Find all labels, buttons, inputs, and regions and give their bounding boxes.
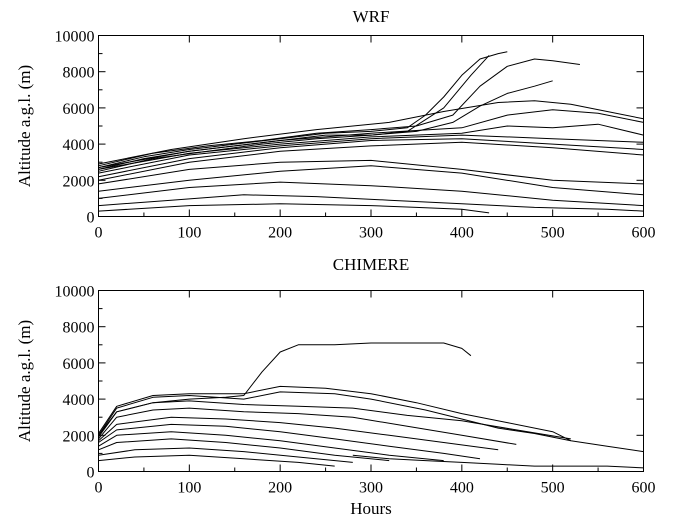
wrf-x-tick-label: 100 <box>177 225 201 242</box>
wrf-trajectory-11 <box>98 159 644 185</box>
wrf-traces <box>98 51 644 214</box>
wrf-x-tick-label: 500 <box>541 225 565 242</box>
wrf-y-tick-label: 10000 <box>55 29 95 46</box>
wrf-panel-title: WRF <box>353 7 390 26</box>
chimere-trajectory-9 <box>98 438 390 462</box>
wrf-trajectory-13 <box>98 181 644 207</box>
chimere-trajectory-3 <box>98 391 644 453</box>
wrf-y-tick-label: 0 <box>87 210 95 227</box>
chimere-trajectory-7 <box>98 423 481 460</box>
wrf-trajectory-1 <box>98 51 508 169</box>
chimere-trajectory-6 <box>98 416 499 451</box>
chimere-x-tick-label: 300 <box>359 480 383 497</box>
chimere-y-axis-label: Altitude a.g.l. (m) <box>15 320 34 442</box>
wrf-y-tick-label: 8000 <box>63 65 95 82</box>
wrf-y-tick-label: 6000 <box>63 101 95 118</box>
wrf-y-tick-label: 2000 <box>63 173 95 190</box>
chimere-x-tick-label: 400 <box>450 480 474 497</box>
chimere-trajectory-2 <box>98 385 572 442</box>
chimere-trajectory-4 <box>98 400 571 440</box>
wrf-x-tick-label: 400 <box>450 225 474 242</box>
chimere-panel-title: CHIMERE <box>333 255 410 274</box>
chimere-y-tick-label: 2000 <box>63 428 95 445</box>
chimere-plot-frame <box>98 290 644 472</box>
chimere-y-tick-label: 10000 <box>55 284 95 301</box>
wrf-trajectory-7 <box>98 123 644 170</box>
chimere-x-tick-label: 600 <box>632 480 656 497</box>
chimere-trajectory-1 <box>98 342 472 436</box>
chimere-traces <box>98 342 644 469</box>
wrf-x-tick-label: 300 <box>359 225 383 242</box>
wrf-trajectory-8 <box>98 134 644 174</box>
chimere-y-tick-label: 8000 <box>63 320 95 337</box>
wrf-trajectory-14 <box>98 194 644 212</box>
wrf-y-axis-label: Altitude a.g.l. (m) <box>15 65 34 187</box>
wrf-trajectory-9 <box>98 138 644 178</box>
wrf-trajectory-15 <box>98 203 490 214</box>
chimere-trajectory-11 <box>98 454 335 467</box>
wrf-y-tick-label: 4000 <box>63 137 95 154</box>
wrf-trajectory-10 <box>98 141 644 181</box>
wrf-trajectory-5 <box>98 100 644 165</box>
chimere-trajectory-10 <box>98 447 353 463</box>
wrf-trajectory-6 <box>98 109 644 169</box>
wrf-panel: WRF Altitude a.g.l. (m) 0 100 200 300 400 500… <box>15 7 656 242</box>
wrf-x-tick-label: 600 <box>632 225 656 242</box>
chimere-x-tick-label: 0 <box>95 480 103 497</box>
chimere-trajectory-12 <box>352 454 644 469</box>
chimere-x-tick-label: 200 <box>268 480 292 497</box>
wrf-x-tick-label: 200 <box>268 225 292 242</box>
chimere-x-tick-label: 100 <box>177 480 201 497</box>
wrf-x-tick-label: 0 <box>95 225 103 242</box>
wrf-y-ticks: 0 2000 4000 6000 8000 10000 <box>55 29 644 227</box>
chimere-trajectory-8 <box>98 431 444 462</box>
wrf-plot-frame <box>98 35 644 217</box>
chimere-y-ticks: 0 2000 4000 6000 8000 10000 <box>55 284 644 482</box>
chimere-y-tick-label: 4000 <box>63 392 95 409</box>
wrf-trajectory-12 <box>98 165 644 196</box>
chimere-y-tick-label: 0 <box>87 465 95 482</box>
chimere-x-axis-label: Hours <box>350 499 392 518</box>
chimere-trajectory-5 <box>98 407 517 445</box>
chimere-y-tick-label: 6000 <box>63 356 95 373</box>
chimere-panel: CHIMERE Altitude a.g.l. (m) Hours 0 100 20… <box>15 255 656 518</box>
chimere-x-tick-label: 500 <box>541 480 565 497</box>
wrf-trajectory-3 <box>98 58 580 167</box>
